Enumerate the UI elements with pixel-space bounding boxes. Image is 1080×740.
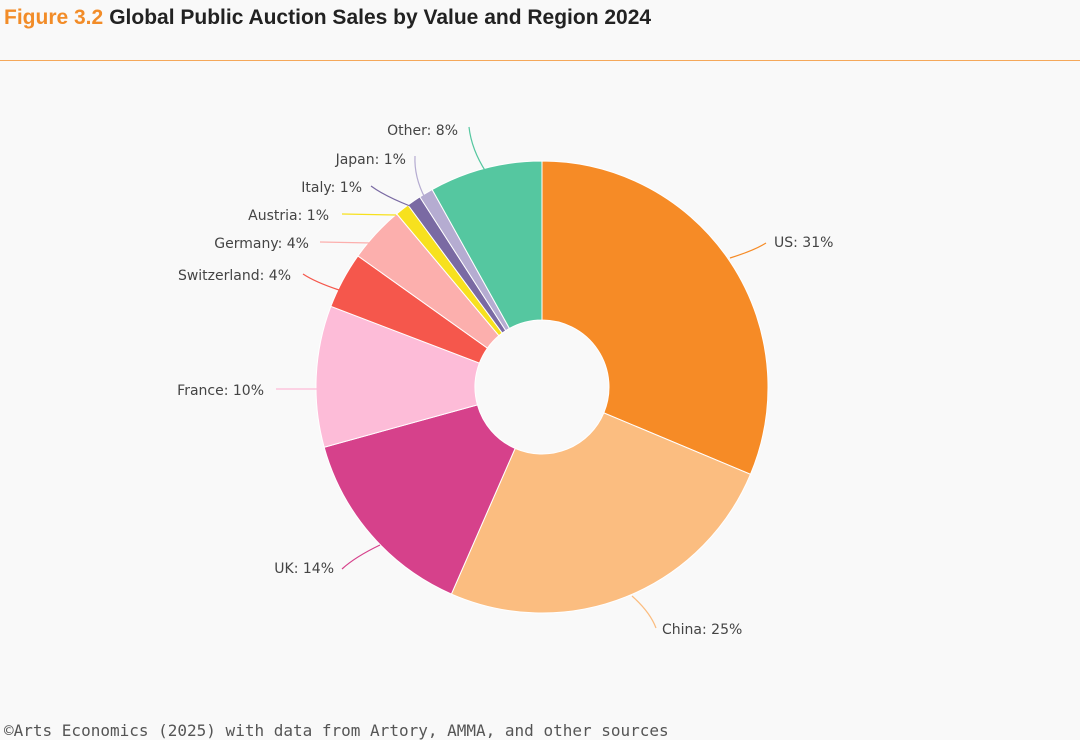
slice-label-austria: Austria: 1% [248,208,329,224]
leader-line-china [631,595,657,629]
slice-china [450,412,752,614]
leader-line-uk [341,544,381,570]
chart-title: Global Public Auction Sales by Value and… [109,6,652,29]
slice-france [315,305,481,448]
slice-label-us: US: 31% [774,235,833,251]
header-divider [0,60,1080,61]
slice-label-germany: Germany: 4% [214,236,309,252]
leader-line-austria [341,213,397,216]
leader-line-other [468,126,487,173]
slice-other [431,160,543,330]
leader-line-japan [414,155,426,199]
figure-number: Figure 3.2 [4,6,104,29]
slice-uk [323,404,516,595]
slice-label-switzerland: Switzerland: 4% [178,268,291,284]
leader-line-germany [319,241,373,244]
slice-label-uk: UK: 14% [274,561,334,577]
figure-heading: Figure 3.2 Global Public Auction Sales by… [4,6,651,30]
slice-label-japan: Japan: 1% [335,152,406,168]
slice-label-france: France: 10% [177,383,264,399]
slice-label-italy: Italy: 1% [301,180,362,196]
source-note: ©Arts Economics (2025) with data from Ar… [4,721,669,740]
slice-us [541,160,769,475]
slice-label-china: China: 25% [662,622,742,638]
leader-line-italy [370,185,411,207]
leader-line-switzerland [302,273,340,291]
slice-label-other: Other: 8% [387,123,458,139]
leader-line-us [729,242,767,259]
